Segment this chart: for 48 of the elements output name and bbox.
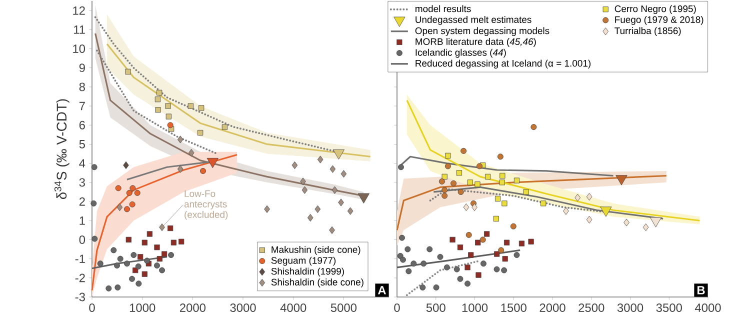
legend-label: MORB literature data (45,46) — [416, 38, 536, 47]
legend-label: Open system degassing models — [415, 27, 550, 36]
x-tick-label: 0 — [89, 304, 95, 312]
y-tick-label: 6 — [79, 120, 85, 130]
x-tick-label: 1000 — [462, 304, 488, 312]
x-tick-label: 4000 — [694, 304, 721, 312]
legend-label: Cerro Negro (1995) — [614, 5, 696, 14]
y-tick-label: 7 — [79, 102, 85, 110]
legend-label: Seguam (1977) — [271, 256, 336, 266]
x-tick-label: 5000 — [330, 304, 357, 312]
legend-label: Turrialba (1856) — [614, 27, 681, 36]
y-tick-label: -1 — [75, 254, 85, 263]
legend-label: Makushin (side cone) — [272, 246, 360, 255]
legend-label: Shishaldin (side cone) — [271, 278, 364, 288]
x-tick-label: 4000 — [280, 304, 306, 312]
y-tick-label: 0 — [79, 235, 86, 244]
x-tick-label: 500 — [426, 304, 446, 312]
y-tick-label: -2 — [75, 274, 85, 282]
y-tick-label: 3 — [79, 178, 85, 187]
legend-label: Shishaldin (1999) — [271, 268, 344, 277]
y-tick-label: 4 — [79, 159, 86, 168]
y-axis-title: δ$^{34}$S (‰ V-CDT) — [54, 99, 70, 200]
y-tick-label: 1 — [80, 216, 85, 225]
y-tick-label: 12 — [73, 6, 85, 15]
x-tick-label: 3000 — [230, 304, 256, 312]
x-tick-label: 2500 — [578, 304, 604, 312]
x-tick-label: 2000 — [180, 304, 206, 312]
y-tick-label: 9 — [79, 64, 85, 72]
y-tick-label: -3 — [75, 292, 85, 302]
x-tick-label: 0 — [394, 304, 400, 312]
annotation: B — [697, 286, 705, 294]
x-tick-label: 1500 — [501, 304, 526, 312]
x-tick-label: 1000 — [130, 304, 156, 312]
x-tick-label: 3000 — [617, 304, 644, 312]
y-tick-label: 5 — [79, 140, 85, 148]
legend-label: Fuego (1979 & 2018) — [615, 16, 704, 25]
y-tick-label: 11 — [74, 26, 85, 34]
legend-label: Reduced degassing at Iceland (α = 1.001) — [416, 60, 590, 69]
x-tick-label: 3500 — [656, 304, 682, 312]
x-tick-label: 2000 — [540, 304, 566, 312]
annotation: A — [378, 286, 386, 294]
y-tick-label: 8 — [79, 82, 85, 92]
legend-label: model results — [416, 5, 471, 12]
y-tick-label: 10 — [73, 44, 86, 53]
legend-label: Icelandic glasses (44) — [416, 48, 506, 58]
y-tick-label: 2 — [79, 197, 85, 206]
annotation: Low-Fo antecrysts (excluded) — [184, 190, 228, 220]
legend-label: Undegassed melt estimates — [416, 16, 532, 25]
